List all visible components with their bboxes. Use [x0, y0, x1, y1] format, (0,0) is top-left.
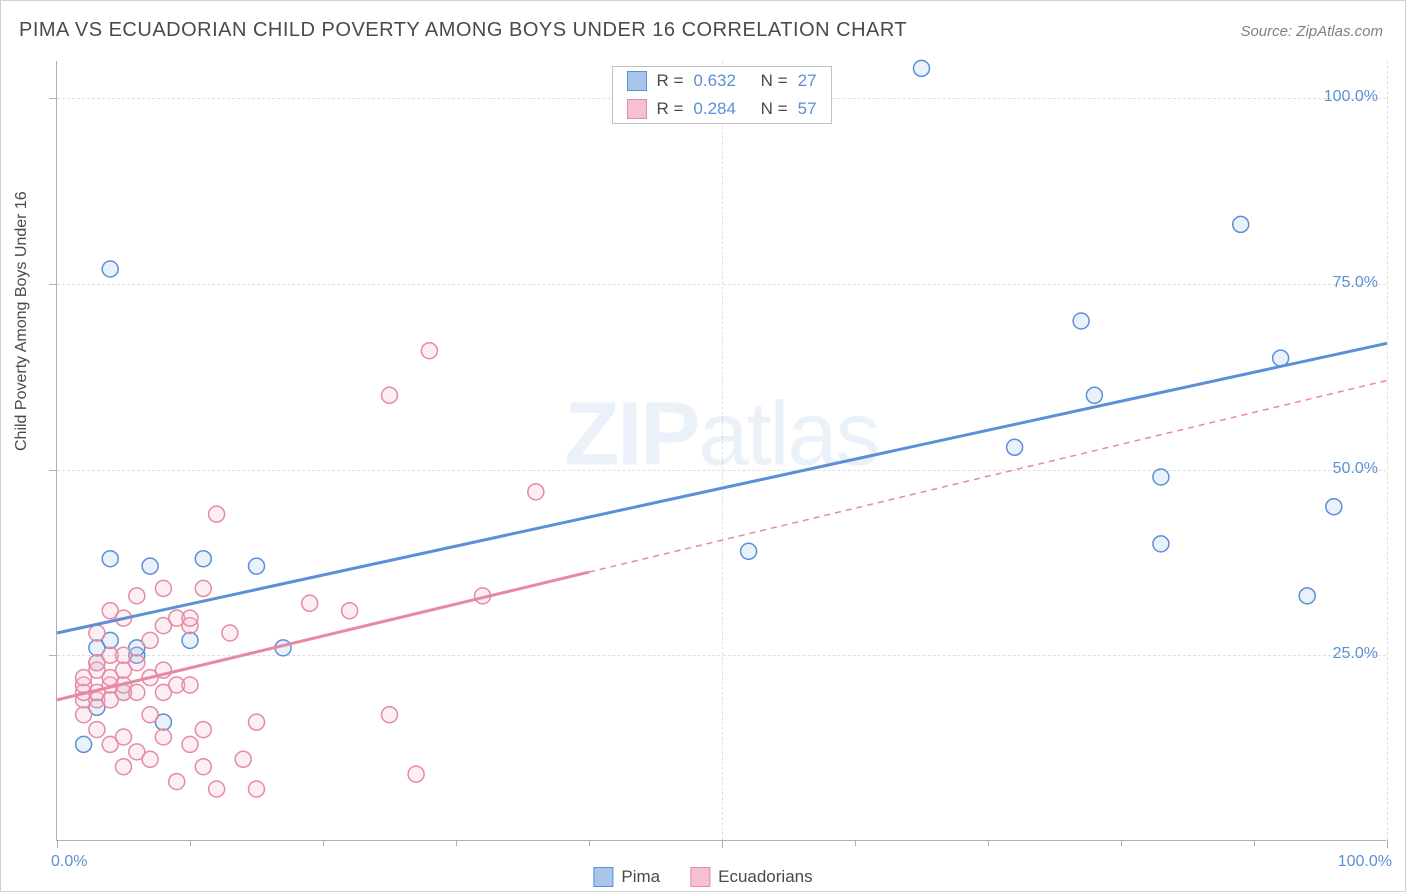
n-value-ecuadorians: 57 [798, 99, 817, 119]
legend-item-ecuadorians: Ecuadorians [690, 867, 813, 887]
plot-area: ZIPatlas R = 0.632 N = 27 R = 0.284 N = … [56, 61, 1386, 841]
scatter-plot-svg [57, 61, 1386, 840]
swatch-ecuadorians [626, 99, 646, 119]
chart-container: PIMA VS ECUADORIAN CHILD POVERTY AMONG B… [0, 0, 1406, 892]
y-axis-label: Child Poverty Among Boys Under 16 [13, 191, 31, 451]
bottom-legend: Pima Ecuadorians [593, 867, 812, 887]
stats-row-ecuadorians: R = 0.284 N = 57 [612, 95, 830, 123]
legend-label-pima: Pima [621, 867, 660, 887]
n-value-pima: 27 [798, 71, 817, 91]
n-label: N = [761, 71, 788, 91]
stats-row-pima: R = 0.632 N = 27 [612, 67, 830, 95]
r-value-ecuadorians: 0.284 [693, 99, 736, 119]
swatch-pima [626, 71, 646, 91]
source-label: Source: ZipAtlas.com [1240, 23, 1383, 40]
chart-title: PIMA VS ECUADORIAN CHILD POVERTY AMONG B… [19, 19, 907, 42]
stats-legend: R = 0.632 N = 27 R = 0.284 N = 57 [611, 66, 831, 124]
r-label: R = [656, 71, 683, 91]
swatch-pima [593, 867, 613, 887]
r-value-pima: 0.632 [693, 71, 736, 91]
swatch-ecuadorians [690, 867, 710, 887]
legend-item-pima: Pima [593, 867, 660, 887]
legend-label-ecuadorians: Ecuadorians [718, 867, 813, 887]
n-label: N = [761, 99, 788, 119]
r-label: R = [656, 99, 683, 119]
